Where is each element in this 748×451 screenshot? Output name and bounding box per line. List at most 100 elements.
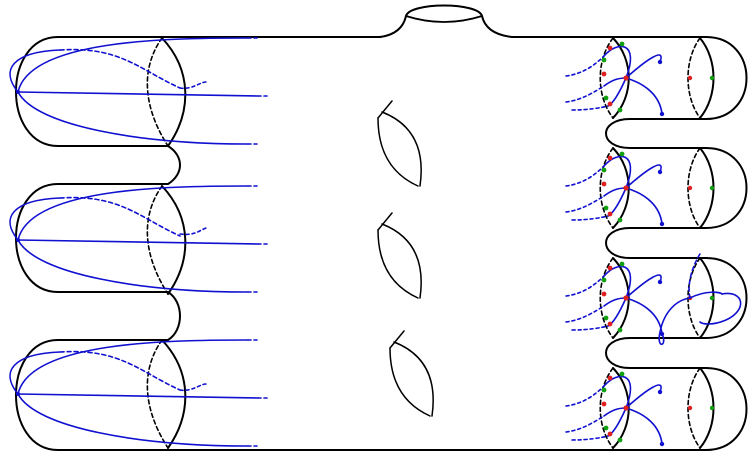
incoming-strand [565, 415, 605, 433]
green-marker [617, 107, 623, 113]
blue-arc-upper [603, 375, 632, 409]
outer-green-marker [709, 75, 715, 81]
attaching-point-marker [16, 238, 20, 242]
outer-red-marker [687, 405, 693, 411]
green-marker [603, 95, 609, 101]
outer-green-marker [709, 405, 715, 411]
blue-endpoint [659, 221, 665, 227]
surface-boundary [15, 4, 748, 451]
top-handle-inner-curve [405, 15, 483, 23]
right-tube [565, 147, 715, 229]
blue-arc-middle [17, 91, 259, 97]
incoming-strand [571, 325, 609, 331]
interior-handles [377, 100, 434, 417]
incoming-strand [571, 435, 609, 441]
handle-upper-arc [381, 111, 422, 187]
blue-arc-upper [603, 265, 632, 299]
red-marker [607, 45, 613, 51]
right-tube [565, 253, 742, 346]
red-marker [601, 291, 607, 297]
blue-bridge [658, 297, 691, 346]
green-marker [601, 167, 607, 173]
incoming-strand [571, 215, 609, 221]
central-red-marker [623, 295, 629, 301]
right-tube-group [565, 37, 742, 449]
green-marker [617, 437, 623, 443]
incoming-strand [565, 275, 605, 297]
blue-arc-bottom [17, 239, 249, 293]
inner-cross-section-hidden [599, 367, 614, 449]
incoming-strand [565, 385, 605, 407]
blue-arc-middle [17, 393, 259, 399]
blue-arc-bottom [17, 91, 249, 145]
tube-cross-section-hidden [146, 339, 169, 449]
handle-stub [389, 330, 405, 349]
blue-endpoint [657, 389, 663, 395]
handle-lower-arc [377, 229, 419, 299]
red-marker [601, 401, 607, 407]
green-marker [601, 277, 607, 283]
outer-green-marker [709, 295, 715, 301]
handle-lower-arc [389, 347, 431, 417]
incoming-strand [565, 85, 605, 103]
red-marker [607, 155, 613, 161]
blue-bridge-right [689, 291, 723, 299]
blue-loop-outer [699, 292, 742, 325]
tube-cross-section-hidden [146, 185, 169, 295]
incoming-strand [565, 165, 605, 187]
blue-arc-top [17, 339, 249, 395]
green-marker [603, 425, 609, 431]
inner-cross-section-hidden [599, 37, 614, 119]
blue-arc-top [17, 37, 249, 93]
red-marker [607, 211, 613, 217]
interior-handle [389, 330, 434, 417]
blue-arc-lower-right [625, 187, 663, 225]
blue-arc-lower-right [625, 77, 663, 115]
red-marker [607, 265, 613, 271]
green-marker [617, 217, 623, 223]
green-marker [619, 151, 625, 157]
left-tube [9, 185, 271, 295]
red-marker [601, 71, 607, 77]
blue-endpoint [657, 279, 663, 285]
attaching-point-marker [16, 90, 20, 94]
blue-arc-upper-right [625, 164, 662, 189]
outer-green-marker [709, 185, 715, 191]
incoming-strand [565, 195, 605, 213]
central-red-marker [623, 75, 629, 81]
blue-loop-back [9, 49, 61, 93]
handle-stub [377, 100, 393, 119]
left-tube [9, 37, 271, 147]
blue-arc-middle [17, 239, 259, 245]
red-marker [601, 181, 607, 187]
tube-cross-section [161, 37, 187, 147]
interior-handle [377, 100, 422, 187]
handle-upper-arc [393, 341, 434, 417]
blue-loop-back [9, 351, 61, 395]
blue-tail [179, 383, 207, 392]
blue-loop-back-hidden [59, 48, 181, 89]
blue-endpoint [657, 169, 663, 175]
blue-loop-back-hidden [59, 196, 181, 237]
red-marker [607, 101, 613, 107]
blue-tail [179, 227, 207, 236]
left-tube-group [9, 37, 271, 449]
surface-outline [15, 4, 748, 451]
green-marker [603, 315, 609, 321]
blue-endpoint [657, 59, 663, 65]
attaching-point-marker [16, 392, 20, 396]
outer-red-marker [687, 75, 693, 81]
blue-endpoint [659, 111, 665, 117]
green-marker [601, 387, 607, 393]
central-red-marker [623, 185, 629, 191]
green-marker [601, 57, 607, 63]
tube-cross-section-hidden [146, 37, 169, 147]
incoming-strand [565, 55, 605, 77]
blue-arc-upper-right [625, 384, 662, 409]
blue-arc-upper [603, 45, 632, 79]
handle-stub [377, 212, 393, 231]
handle-lower-arc [377, 117, 419, 187]
tube-cross-section [161, 339, 187, 449]
incoming-strand [565, 305, 605, 323]
